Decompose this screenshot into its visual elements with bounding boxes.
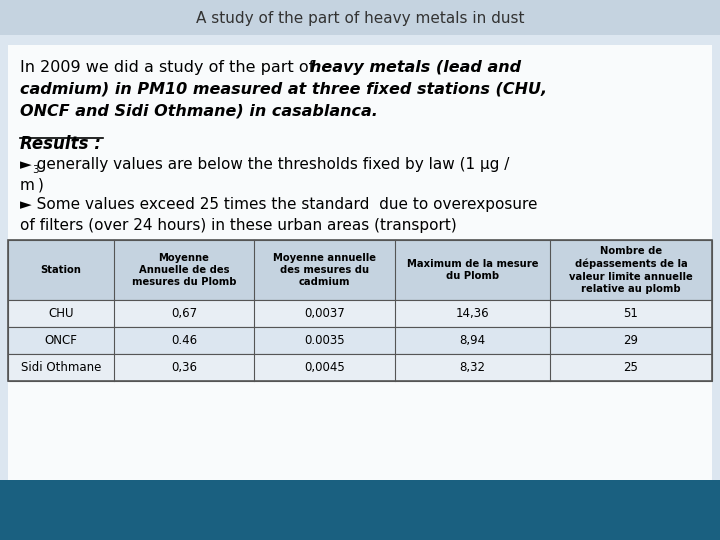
FancyBboxPatch shape (8, 327, 712, 354)
Text: cadmium) in PM10 measured at three fixed stations (CHU,: cadmium) in PM10 measured at three fixed… (20, 82, 547, 97)
Text: of filters (over 24 hours) in these urban areas (transport): of filters (over 24 hours) in these urba… (20, 218, 456, 233)
FancyBboxPatch shape (8, 45, 712, 480)
Text: Moyenne annuelle
des mesures du
cadmium: Moyenne annuelle des mesures du cadmium (274, 253, 377, 287)
Text: Maximum de la mesure
du Plomb: Maximum de la mesure du Plomb (407, 259, 539, 281)
Text: 14,36: 14,36 (456, 307, 490, 320)
Text: ONCF: ONCF (45, 334, 77, 347)
Text: ONCF and Sidi Othmane) in casablanca.: ONCF and Sidi Othmane) in casablanca. (20, 104, 378, 119)
Text: 0,67: 0,67 (171, 307, 197, 320)
Text: 3: 3 (32, 165, 39, 175)
Text: A study of the part of heavy metals in dust: A study of the part of heavy metals in d… (196, 10, 524, 25)
FancyBboxPatch shape (8, 354, 712, 381)
Text: m: m (20, 178, 35, 193)
Text: 0.0035: 0.0035 (305, 334, 345, 347)
Text: Nombre de
dépassements de la
valeur limite annuelle
relative au plomb: Nombre de dépassements de la valeur limi… (570, 246, 693, 294)
Text: 0,0045: 0,0045 (305, 361, 345, 374)
FancyBboxPatch shape (8, 240, 712, 300)
Text: In 2009 we did a study of the part of: In 2009 we did a study of the part of (20, 60, 320, 75)
Text: Moyenne
Annuelle de des
mesures du Plomb: Moyenne Annuelle de des mesures du Plomb (132, 253, 236, 287)
FancyBboxPatch shape (0, 0, 720, 35)
Text: ): ) (38, 178, 44, 193)
Text: 8,94: 8,94 (459, 334, 486, 347)
Text: 29: 29 (624, 334, 639, 347)
Text: Results :: Results : (20, 135, 101, 153)
Text: 8,32: 8,32 (459, 361, 486, 374)
FancyBboxPatch shape (0, 480, 720, 540)
Text: ► Some values exceed 25 times the standard  due to overexposure: ► Some values exceed 25 times the standa… (20, 197, 538, 212)
Text: Station: Station (40, 265, 81, 275)
Text: 0,36: 0,36 (171, 361, 197, 374)
Text: 0,0037: 0,0037 (305, 307, 345, 320)
Text: 51: 51 (624, 307, 639, 320)
Text: ► generally values are below the thresholds fixed by law (1 μg /: ► generally values are below the thresho… (20, 157, 509, 172)
Text: Sidi Othmane: Sidi Othmane (21, 361, 101, 374)
Text: heavy metals (lead and: heavy metals (lead and (310, 60, 521, 75)
Text: 25: 25 (624, 361, 639, 374)
FancyBboxPatch shape (8, 300, 712, 327)
Text: CHU: CHU (48, 307, 73, 320)
Text: 0.46: 0.46 (171, 334, 197, 347)
